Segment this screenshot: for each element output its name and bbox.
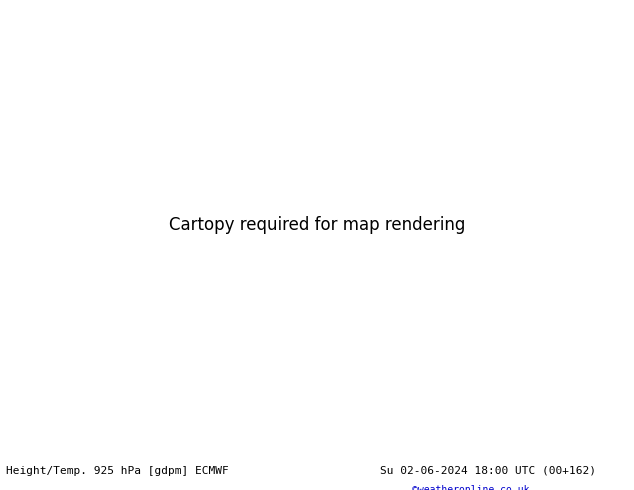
- Text: Height/Temp. 925 hPa [gdpm] ECMWF: Height/Temp. 925 hPa [gdpm] ECMWF: [6, 466, 229, 475]
- Text: Su 02-06-2024 18:00 UTC (00+162): Su 02-06-2024 18:00 UTC (00+162): [380, 466, 597, 475]
- Text: Cartopy required for map rendering: Cartopy required for map rendering: [169, 217, 465, 234]
- Text: ©weatheronline.co.uk: ©weatheronline.co.uk: [412, 485, 529, 490]
